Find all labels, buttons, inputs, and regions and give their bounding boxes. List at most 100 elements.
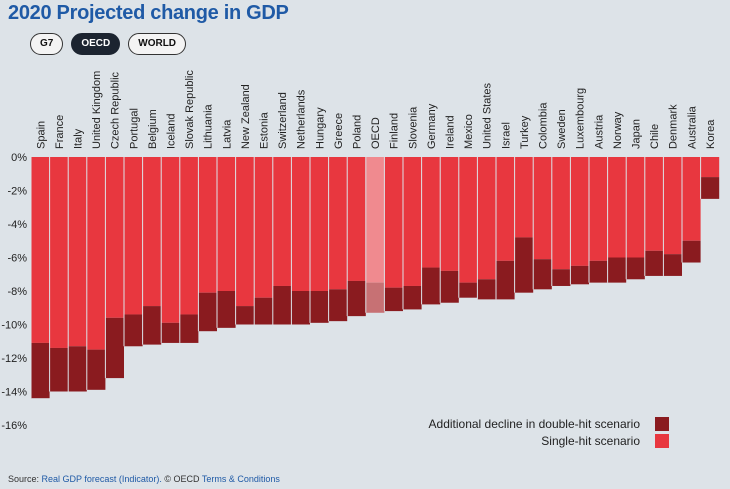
bar-double-hit[interactable] xyxy=(161,322,180,343)
bar-single-hit[interactable] xyxy=(328,157,348,290)
bar-double-hit[interactable] xyxy=(347,280,366,317)
bar-single-hit[interactable] xyxy=(217,157,236,291)
x-tick-label: Colombia xyxy=(538,102,550,149)
source-copyright: © OECD xyxy=(161,474,202,484)
terms-link[interactable]: Terms & Conditions xyxy=(201,474,280,484)
y-tick-label: -2% xyxy=(7,186,27,198)
bar-double-hit[interactable] xyxy=(365,282,385,313)
bar-double-hit[interactable] xyxy=(272,285,292,325)
bar-single-hit[interactable] xyxy=(291,157,310,291)
bar-double-hit[interactable] xyxy=(384,287,403,312)
x-axis-labels: Spain France Italy United Kingdom Czech Repu… xyxy=(35,70,717,149)
y-tick-label: -4% xyxy=(7,219,27,231)
bar-single-hit[interactable] xyxy=(403,157,422,286)
bar-double-hit[interactable] xyxy=(142,306,162,345)
bar-double-hit[interactable] xyxy=(477,279,496,300)
bar-single-hit[interactable] xyxy=(626,157,645,258)
bar-double-hit[interactable] xyxy=(644,250,664,276)
bar-double-hit[interactable] xyxy=(626,257,645,280)
bar-double-hit[interactable] xyxy=(440,270,459,303)
bar-double-hit[interactable] xyxy=(217,291,236,328)
bar-single-hit[interactable] xyxy=(235,157,255,307)
bar-double-hit[interactable] xyxy=(682,240,701,263)
bar-double-hit[interactable] xyxy=(124,314,143,347)
bar-single-hit[interactable] xyxy=(440,157,459,271)
x-tick-label: Poland xyxy=(352,115,364,149)
bar-double-hit[interactable] xyxy=(700,177,720,199)
gdp-bar-chart: 0% -2% -4% -6% -8% -10% -12% -14% -16% Spain Fran… xyxy=(1,70,720,448)
legend: Additional decline in double-hit scenari… xyxy=(429,417,669,448)
y-tick-label: -14% xyxy=(1,387,27,399)
bar-double-hit[interactable] xyxy=(31,342,50,399)
bar-single-hit[interactable] xyxy=(607,157,627,258)
bar-double-hit[interactable] xyxy=(458,282,478,298)
bar-double-hit[interactable] xyxy=(86,349,106,390)
tab-oecd[interactable]: OECD xyxy=(71,33,121,55)
x-tick-label: Denmark xyxy=(668,104,680,149)
bar-single-hit[interactable] xyxy=(124,157,143,315)
bar-single-hit[interactable] xyxy=(458,157,478,283)
bar-single-hit[interactable] xyxy=(496,157,515,261)
bar-double-hit[interactable] xyxy=(496,260,515,300)
bar-single-hit[interactable] xyxy=(663,157,682,255)
bar-double-hit[interactable] xyxy=(254,297,273,325)
bar-double-hit[interactable] xyxy=(105,317,124,379)
bar-double-hit[interactable] xyxy=(514,237,534,293)
x-tick-label: Greece xyxy=(333,113,345,149)
bar-double-hit[interactable] xyxy=(421,267,441,305)
x-tick-label: Hungary xyxy=(314,107,326,149)
bar-single-hit[interactable] xyxy=(384,157,403,288)
bar-single-hit[interactable] xyxy=(49,157,69,348)
source-prefix: Source: xyxy=(8,474,42,484)
bar-single-hit[interactable] xyxy=(570,157,589,266)
bar-single-hit[interactable] xyxy=(68,157,87,347)
y-tick-label: -8% xyxy=(7,286,27,298)
bar-single-hit[interactable] xyxy=(551,157,571,270)
bar-single-hit[interactable] xyxy=(700,157,720,178)
bar-single-hit[interactable] xyxy=(644,157,664,251)
bar-single-hit[interactable] xyxy=(254,157,273,298)
bar-double-hit[interactable] xyxy=(328,289,348,322)
bar-double-hit[interactable] xyxy=(235,306,255,325)
bar-single-hit[interactable] xyxy=(514,157,534,238)
bar-double-hit[interactable] xyxy=(310,291,329,323)
bar-double-hit[interactable] xyxy=(607,257,627,283)
x-tick-label: OECD xyxy=(370,117,382,149)
x-tick-label: Lithuania xyxy=(203,103,215,149)
bar-single-hit[interactable] xyxy=(682,157,701,241)
bar-double-hit[interactable] xyxy=(403,285,422,310)
bar-double-hit[interactable] xyxy=(589,260,608,283)
bar-single-hit[interactable] xyxy=(31,157,50,343)
bar-single-hit[interactable] xyxy=(589,157,608,261)
x-tick-label: Norway xyxy=(612,111,624,149)
bar-double-hit[interactable] xyxy=(49,347,69,392)
bar-single-hit[interactable] xyxy=(86,157,106,350)
bar-single-hit[interactable] xyxy=(142,157,162,307)
bar-single-hit[interactable] xyxy=(272,157,292,286)
bar-single-hit[interactable] xyxy=(365,157,385,283)
tab-world[interactable]: WORLD xyxy=(128,33,187,55)
bar-double-hit[interactable] xyxy=(663,254,682,276)
tab-g7[interactable]: G7 xyxy=(30,33,64,55)
source-line: Source: Real GDP forecast (Indicator). ©… xyxy=(8,474,280,484)
bar-single-hit[interactable] xyxy=(533,157,552,260)
bar-double-hit[interactable] xyxy=(68,346,87,392)
bar-single-hit[interactable] xyxy=(421,157,441,268)
bar-double-hit[interactable] xyxy=(533,259,552,290)
bar-single-hit[interactable] xyxy=(179,157,199,315)
bar-single-hit[interactable] xyxy=(105,157,124,318)
bar-double-hit[interactable] xyxy=(570,265,589,285)
source-indicator-link[interactable]: Real GDP forecast (Indicator). xyxy=(41,474,162,484)
bar-single-hit[interactable] xyxy=(198,157,217,293)
bar-single-hit[interactable] xyxy=(161,157,180,323)
bar-double-hit[interactable] xyxy=(551,269,571,286)
bar-double-hit[interactable] xyxy=(198,292,217,332)
y-tick-label: -10% xyxy=(1,320,27,332)
bar-double-hit[interactable] xyxy=(179,314,199,343)
bar-single-hit[interactable] xyxy=(347,157,366,281)
x-tick-label: Israel xyxy=(500,122,512,149)
legend-swatch xyxy=(655,434,669,448)
bar-single-hit[interactable] xyxy=(310,157,329,291)
bar-double-hit[interactable] xyxy=(291,291,310,325)
bar-single-hit[interactable] xyxy=(477,157,496,280)
